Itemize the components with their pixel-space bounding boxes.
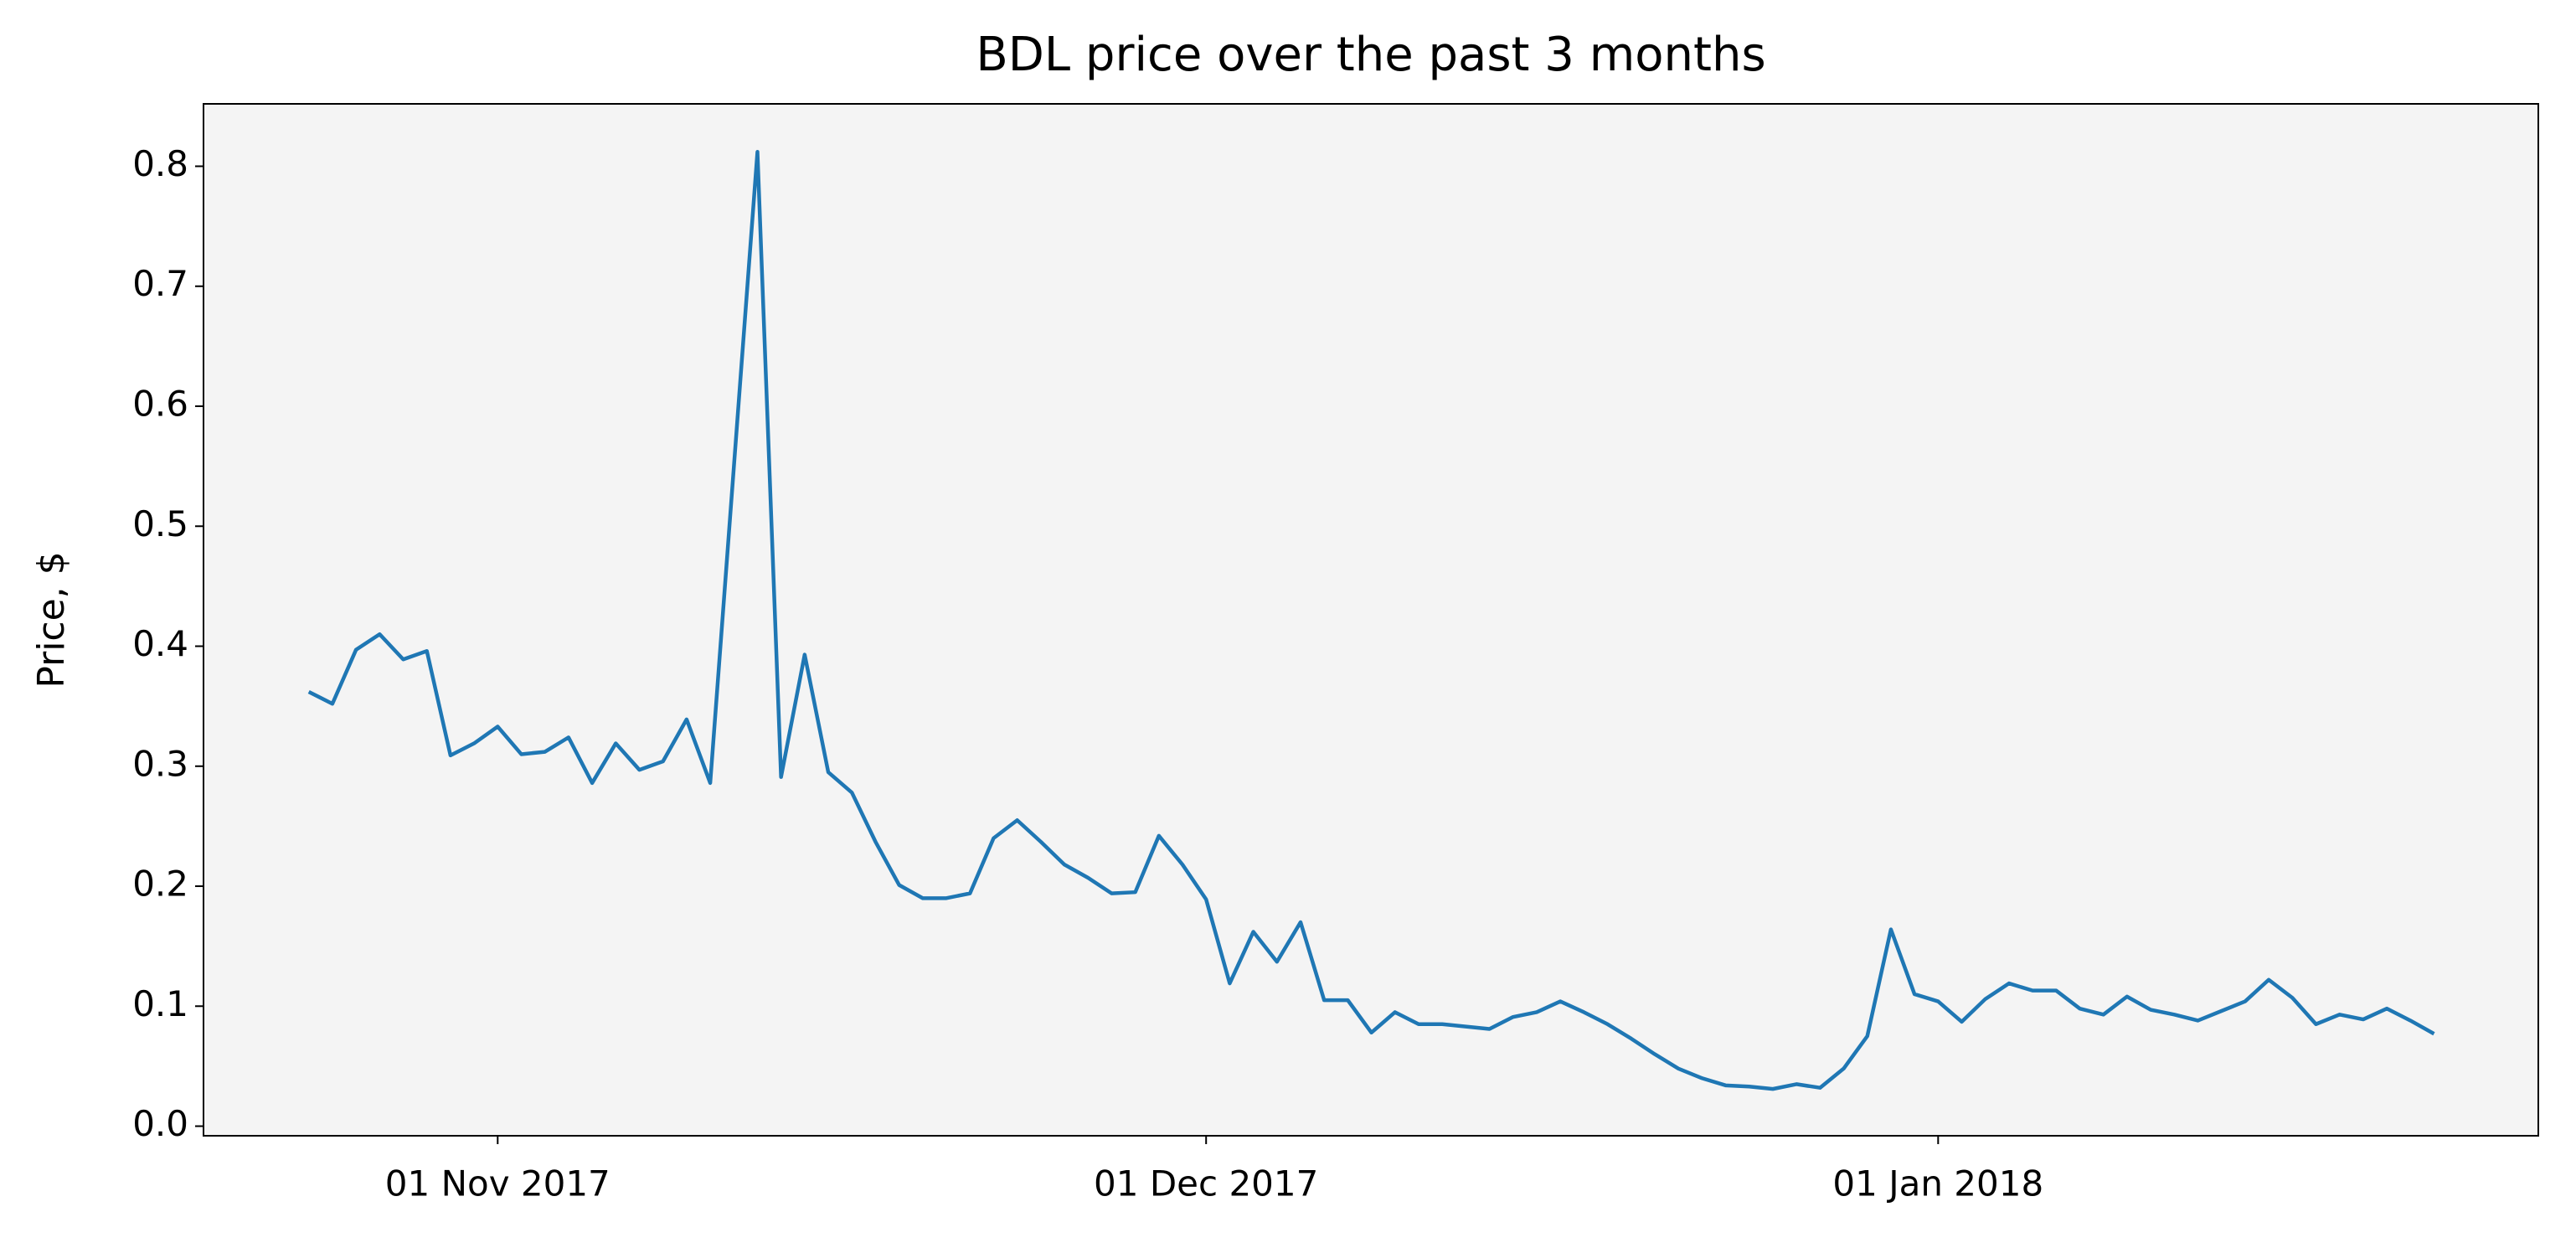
x-tick-label: 01 Dec 2017 [1094,1163,1318,1204]
y-tick-label: 0.5 [132,503,188,544]
y-tick-label: 0.2 [132,864,188,905]
y-tick-label: 0.6 [132,384,188,425]
y-tick-label: 0.1 [132,983,188,1024]
y-tick-label: 0.8 [132,143,188,184]
y-axis-label: Price, $ [30,551,73,688]
price-line [307,150,2435,1091]
y-tick-label: 0.0 [132,1103,188,1144]
x-tick-label: 01 Nov 2017 [385,1163,611,1204]
x-tick-label: 01 Jan 2018 [1832,1163,2043,1204]
plot-area [204,104,2538,1136]
plot-frame [203,103,2539,1137]
y-tick-label: 0.4 [132,623,188,664]
y-tick-label: 0.7 [132,263,188,304]
chart-title: BDL price over the past 3 months [976,28,1765,82]
y-tick-label: 0.3 [132,743,188,784]
